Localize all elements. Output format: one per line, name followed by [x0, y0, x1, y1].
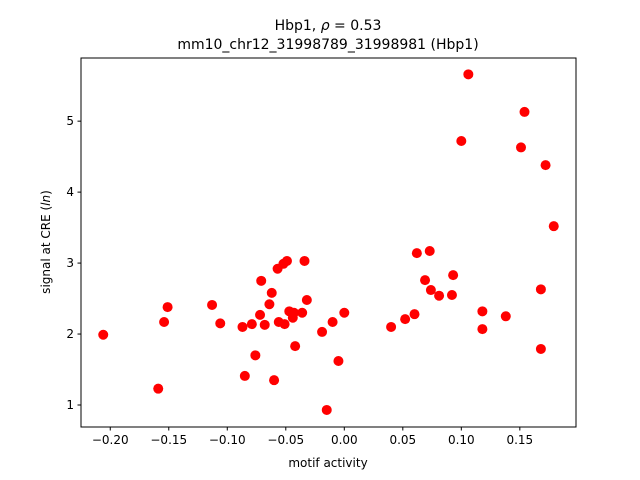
- chart-title-line1: Hbp1, ρ = 0.53: [275, 18, 382, 34]
- data-point: [516, 142, 526, 153]
- data-point: [290, 341, 301, 352]
- data-point: [264, 299, 275, 310]
- y-axis-label: signal at CRE (ln): [39, 190, 53, 294]
- x-tick-label: −0.10: [209, 433, 246, 447]
- y-tick-label: 4: [66, 185, 74, 199]
- data-point: [255, 309, 266, 320]
- data-point: [266, 287, 277, 298]
- data-point: [301, 294, 312, 305]
- plot-frame: [80, 57, 577, 428]
- data-point: [477, 324, 488, 335]
- data-point: [500, 311, 511, 322]
- data-point: [333, 356, 344, 367]
- data-point: [288, 307, 299, 318]
- data-point: [162, 302, 173, 313]
- data-point: [548, 221, 559, 232]
- data-points: [98, 69, 559, 415]
- data-point: [519, 106, 530, 117]
- y-tick-label: 3: [66, 256, 74, 270]
- y-tick-label: 5: [66, 114, 74, 128]
- data-point: [317, 326, 328, 337]
- data-point: [297, 307, 308, 318]
- x-tick-label: −0.20: [92, 433, 129, 447]
- data-point: [448, 270, 459, 281]
- data-point: [535, 343, 546, 354]
- y-tick-label: 2: [66, 327, 74, 341]
- data-point: [237, 321, 248, 332]
- data-point: [299, 255, 310, 266]
- data-point: [456, 136, 467, 147]
- data-point: [321, 404, 332, 415]
- data-point: [420, 275, 431, 286]
- x-tick-label: 0.05: [389, 433, 416, 447]
- data-point: [409, 309, 420, 320]
- data-point: [153, 383, 164, 394]
- data-point: [239, 370, 250, 381]
- x-tick-label: −0.05: [267, 433, 304, 447]
- x-tick-label: −0.15: [150, 433, 187, 447]
- data-point: [411, 248, 422, 259]
- chart-title-line2: mm10_chr12_31998789_31998981 (Hbp1): [177, 37, 478, 53]
- data-point: [463, 69, 474, 80]
- data-point: [425, 285, 436, 296]
- data-point: [540, 160, 551, 171]
- data-point: [446, 290, 457, 301]
- data-point: [424, 246, 435, 257]
- data-point: [400, 314, 411, 325]
- x-tick-label: 0.00: [331, 433, 358, 447]
- y-tick-label: 1: [66, 398, 74, 412]
- data-point: [159, 316, 170, 327]
- data-point: [477, 306, 488, 317]
- data-point: [281, 255, 292, 266]
- x-tick-label: 0.10: [448, 433, 475, 447]
- data-point: [259, 319, 270, 330]
- data-point: [327, 316, 338, 327]
- data-point: [269, 375, 280, 386]
- data-point: [279, 319, 290, 330]
- data-point: [250, 350, 261, 361]
- data-point: [535, 284, 546, 295]
- data-point: [207, 299, 218, 310]
- data-point: [256, 275, 267, 286]
- x-tick-label: 0.15: [506, 433, 533, 447]
- data-point: [386, 321, 397, 332]
- data-point: [339, 307, 350, 318]
- axis-ticks: −0.20 −0.15 −0.10 −0.05 0.00 0.05 0.10 0.15 1 2 3 4…: [66, 114, 533, 447]
- data-point: [434, 290, 445, 301]
- data-point: [98, 329, 109, 340]
- x-axis-label: motif activity: [288, 456, 367, 470]
- data-point: [246, 319, 257, 330]
- data-point: [215, 318, 226, 329]
